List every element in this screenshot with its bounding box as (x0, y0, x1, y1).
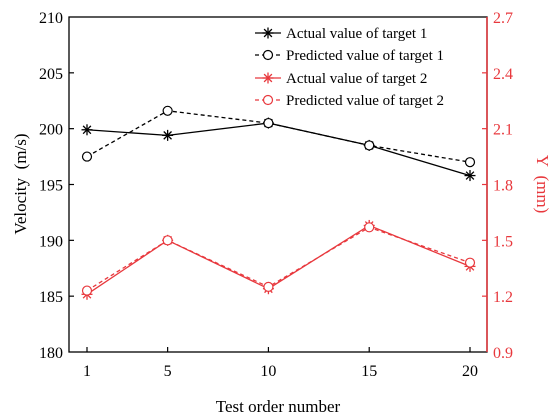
series-1-point (81, 124, 93, 136)
y-axis-title: Velocity (m/s) (11, 133, 30, 234)
plot-frame (68, 16, 488, 353)
y-tick-label: 210 (39, 10, 63, 27)
x-tick-label: 15 (361, 363, 377, 380)
y2-axis-title: Y (mm) (533, 155, 550, 214)
y-tick-label: 185 (39, 289, 63, 306)
y2-tick-label: 0.9 (493, 345, 513, 362)
x-axis-title: Test order number (216, 397, 341, 416)
axes-ticks: 1 5 10 15 201801851901952002052100.91.21.51.… (39, 10, 513, 380)
series-4-point (464, 257, 476, 268)
x-tick-label: 10 (260, 363, 276, 380)
y-tick-label: 180 (39, 345, 63, 362)
y-tick-label: 200 (39, 122, 63, 139)
legend-label-2: Predicted value of target 1 (286, 48, 444, 64)
y-tick-label: 205 (39, 66, 63, 83)
series-layer (81, 105, 476, 300)
y-tick-label: 195 (39, 178, 63, 195)
y-tick-label: 190 (39, 233, 63, 250)
legend-label-4: Predicted value of target 2 (286, 93, 444, 109)
y2-tick-label: 2.1 (493, 122, 513, 139)
series-2-point (81, 151, 93, 162)
series-line-2 (86, 110, 471, 163)
series-line-4 (86, 226, 471, 292)
series-2-point (162, 105, 173, 116)
legend-marker-2 (262, 49, 274, 61)
y2-tick-label: 2.4 (493, 66, 513, 83)
series-4-point (162, 235, 173, 246)
x-tick-label: 5 (164, 363, 172, 380)
series-2-point (364, 140, 375, 151)
x-tick-label: 20 (462, 363, 478, 380)
series-2-point (464, 157, 476, 168)
x-tick-label: 1 (83, 363, 91, 380)
y2-tick-label: 2.7 (493, 10, 513, 27)
legend: Actual value of target 1 Predicted value … (255, 26, 444, 109)
series-line-1 (86, 122, 471, 177)
y2-tick-label: 1.5 (493, 233, 513, 250)
series-1-point (464, 170, 476, 182)
legend-marker-4 (262, 94, 274, 106)
y2-tick-label: 1.2 (493, 289, 513, 306)
legend-marker-1 (262, 27, 274, 39)
series-1-point (162, 129, 174, 141)
series-2-point (263, 117, 274, 129)
series-line-3 (86, 224, 471, 295)
series-4-point (263, 281, 274, 292)
series-4-point (364, 222, 375, 233)
legend-label-3: Actual value of target 2 (286, 71, 427, 87)
legend-marker-3 (262, 72, 274, 84)
y2-tick-label: 1.8 (493, 178, 513, 195)
series-4-point (81, 285, 93, 296)
legend-label-1: Actual value of target 1 (286, 26, 427, 42)
